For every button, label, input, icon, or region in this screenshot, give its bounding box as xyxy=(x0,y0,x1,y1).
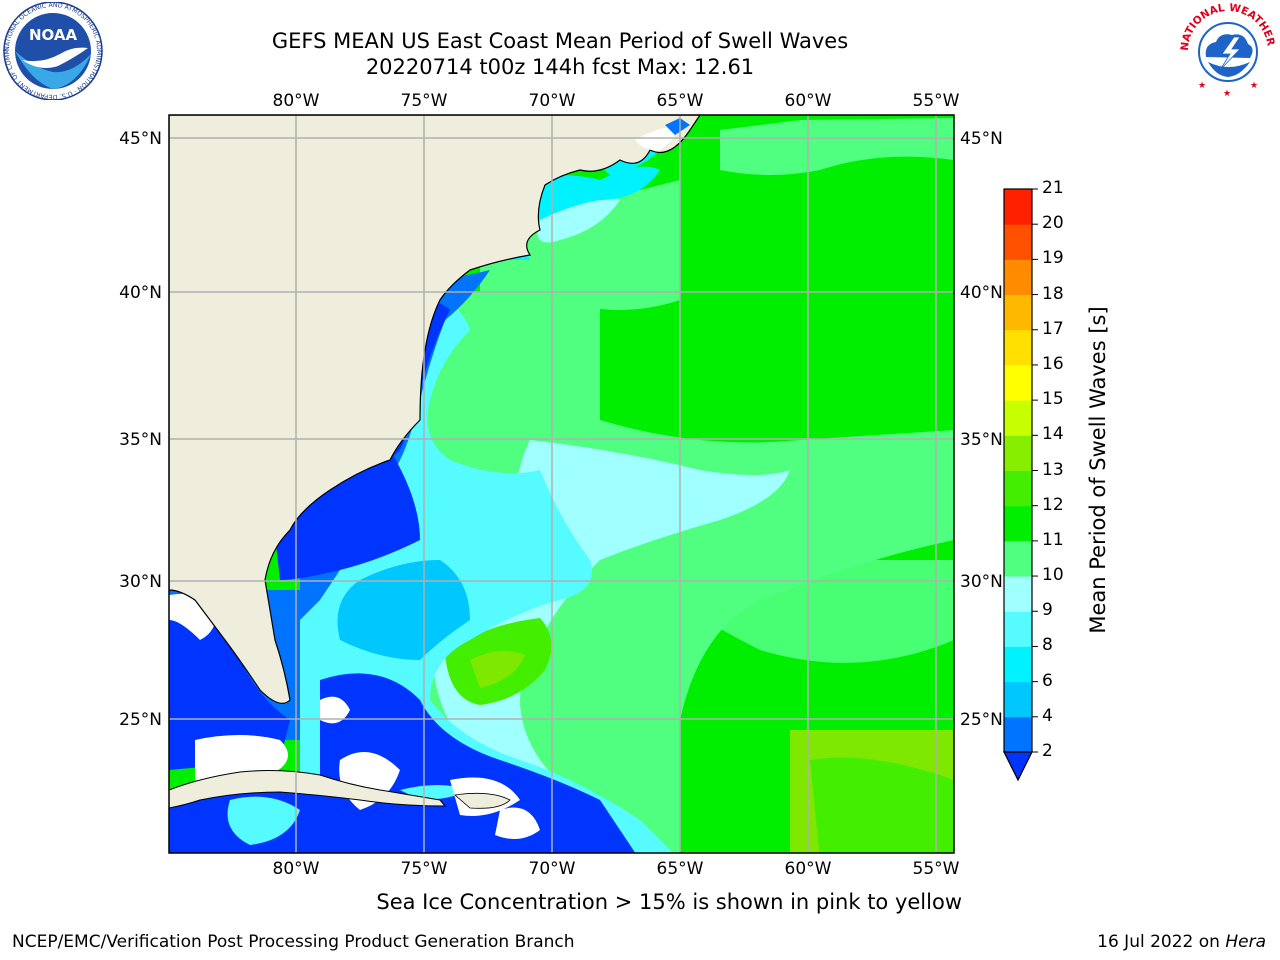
lat-label-right: 45°N xyxy=(960,129,1003,149)
lon-label-bottom: 60°W xyxy=(785,859,832,879)
lat-label-left: 25°N xyxy=(119,710,162,730)
colorbar-band xyxy=(1004,540,1032,577)
lon-label-top: 55°W xyxy=(913,91,960,111)
lon-label-bottom: 70°W xyxy=(529,859,576,879)
colorbar-tick-label: 16 xyxy=(1042,353,1064,374)
colorbar xyxy=(1003,188,1038,782)
lon-label-bottom: 80°W xyxy=(273,859,320,879)
colorbar-band xyxy=(1004,400,1032,436)
north-america-land xyxy=(169,115,701,704)
svg-text:★: ★ xyxy=(1250,81,1258,91)
colorbar-tick-label: 12 xyxy=(1042,494,1064,515)
footer-date: 16 Jul 2022 on Hera xyxy=(1097,932,1266,952)
lat-label-right: 30°N xyxy=(960,572,1003,592)
colorbar-band xyxy=(1004,505,1032,542)
colorbar-band xyxy=(1004,681,1032,718)
colorbar-band xyxy=(1004,611,1032,647)
colorbar-band xyxy=(1004,364,1032,401)
colorbar-tick-label: 11 xyxy=(1042,529,1064,550)
map-subtitle: 20220714 t00z 144h fcst Max: 12.61 xyxy=(365,55,755,79)
colorbar-tick-label: 9 xyxy=(1042,600,1053,621)
lon-label-top: 80°W xyxy=(273,91,320,111)
svg-text:★: ★ xyxy=(1223,89,1231,99)
colorbar-band xyxy=(1004,716,1032,753)
colorbar-band xyxy=(1004,259,1032,296)
colorbar-tick-label: 2 xyxy=(1042,741,1053,761)
footer-date-text: 16 Jul 2022 on xyxy=(1097,932,1226,952)
colorbar-tick-label: 6 xyxy=(1042,670,1053,691)
swell-period-field xyxy=(169,115,954,853)
colorbar-band xyxy=(1004,646,1032,683)
noaa-logo-icon: NATIONAL OCEANIC AND ATMOSPHERIC ADMINIS… xyxy=(2,2,103,100)
lon-label-bottom: 55°W xyxy=(913,859,960,879)
lat-label-left: 45°N xyxy=(119,129,162,149)
colorbar-tick-label: 21 xyxy=(1042,178,1064,198)
lon-label-bottom: 75°W xyxy=(401,859,448,879)
colorbar-tick-label: 15 xyxy=(1042,389,1064,410)
colorbar-band xyxy=(1004,329,1032,366)
colorbar-tick-label: 10 xyxy=(1042,565,1064,586)
lon-label-top: 65°W xyxy=(657,91,704,111)
colorbar-title: Mean Period of Swell Waves [s] xyxy=(1086,306,1110,634)
map-frame xyxy=(168,114,955,854)
colorbar-band xyxy=(1004,470,1032,507)
lon-label-top: 75°W xyxy=(401,91,448,111)
colorbar-extend-triangle xyxy=(1003,751,1033,782)
colorbar-tick-label: 19 xyxy=(1042,248,1064,269)
colorbar-tick-label: 18 xyxy=(1042,283,1064,304)
lat-label-left: 35°N xyxy=(119,430,162,450)
colorbar-tick-label: 14 xyxy=(1042,424,1064,445)
lon-label-top: 70°W xyxy=(529,91,576,111)
colorbar-band xyxy=(1004,576,1032,612)
lat-label-left: 40°N xyxy=(119,283,162,303)
sea-ice-caption: Sea Ice Concentration > 15% is shown in … xyxy=(376,890,962,914)
map-graticule xyxy=(169,115,954,853)
colorbar-tick-label: 13 xyxy=(1042,459,1064,480)
lat-label-right: 40°N xyxy=(960,283,1003,303)
noaa-logo-text: NOAA xyxy=(29,26,78,44)
lat-label-right: 35°N xyxy=(960,430,1003,450)
colorbar-tick-label: 4 xyxy=(1042,705,1053,726)
map-title: GEFS MEAN US East Coast Mean Period of S… xyxy=(271,29,849,53)
colorbar-band xyxy=(1004,294,1032,331)
lon-label-top: 60°W xyxy=(785,91,832,111)
colorbar-tick-label: 20 xyxy=(1042,213,1064,234)
colorbar-band xyxy=(1004,189,1032,225)
footer-credit: NCEP/EMC/Verification Post Processing Pr… xyxy=(12,932,575,952)
lon-label-bottom: 65°W xyxy=(657,859,704,879)
lat-label-left: 30°N xyxy=(119,572,162,592)
nws-logo-icon: NATIONAL WEATHER SERVICE ★★★ xyxy=(1178,2,1277,99)
lat-label-right: 25°N xyxy=(960,710,1003,730)
colorbar-tick-label: 8 xyxy=(1042,635,1053,656)
footer-machine: Hera xyxy=(1225,932,1266,952)
colorbar-tick-label: 17 xyxy=(1042,318,1064,339)
colorbar-band xyxy=(1004,224,1032,260)
colorbar-band xyxy=(1004,435,1032,471)
svg-text:★: ★ xyxy=(1198,81,1206,91)
